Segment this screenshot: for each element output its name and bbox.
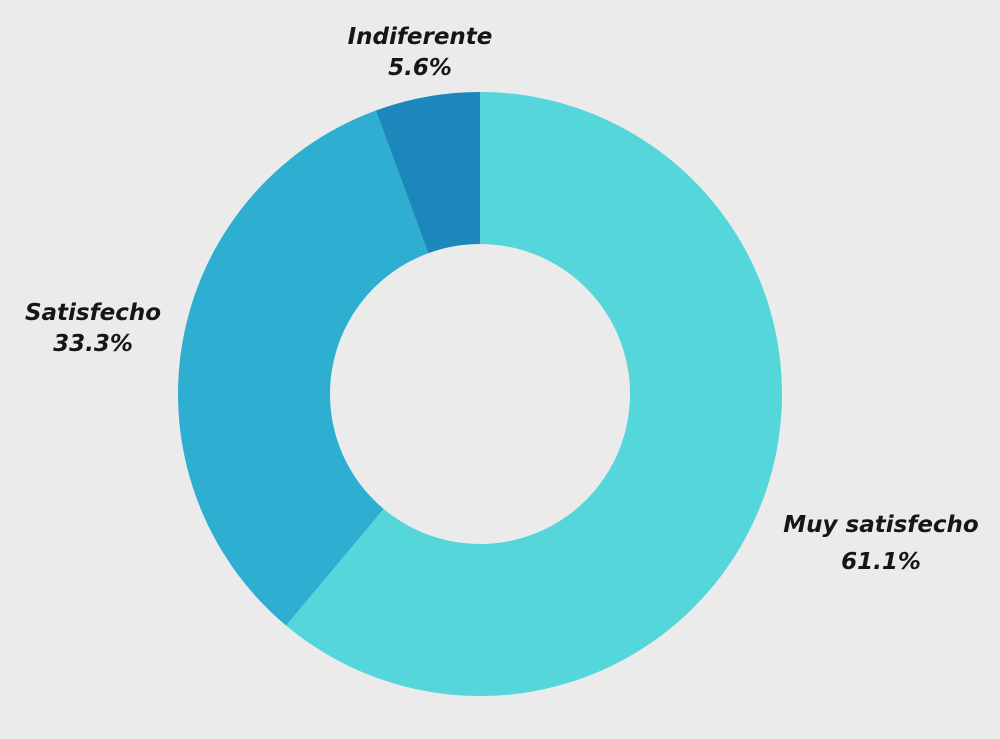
label-value: 61.1% — [841, 549, 921, 575]
label-satisfecho: Satisfecho 33.3% — [8, 298, 178, 360]
slice-muy-satisfecho — [286, 92, 782, 696]
label-value: 5.6% — [388, 55, 452, 81]
slice-satisfecho — [177, 110, 429, 626]
label-name: Indiferente — [347, 24, 493, 50]
label-value: 33.3% — [53, 331, 133, 357]
label-name: Satisfecho — [24, 300, 162, 326]
label-muy-satisfecho: Muy satisfecho 61.1% — [766, 510, 996, 578]
label-name: Muy satisfecho — [783, 512, 979, 538]
donut-slices — [177, 92, 782, 696]
label-indiferente: Indiferente 5.6% — [320, 22, 520, 84]
slice-indiferente — [375, 92, 480, 254]
